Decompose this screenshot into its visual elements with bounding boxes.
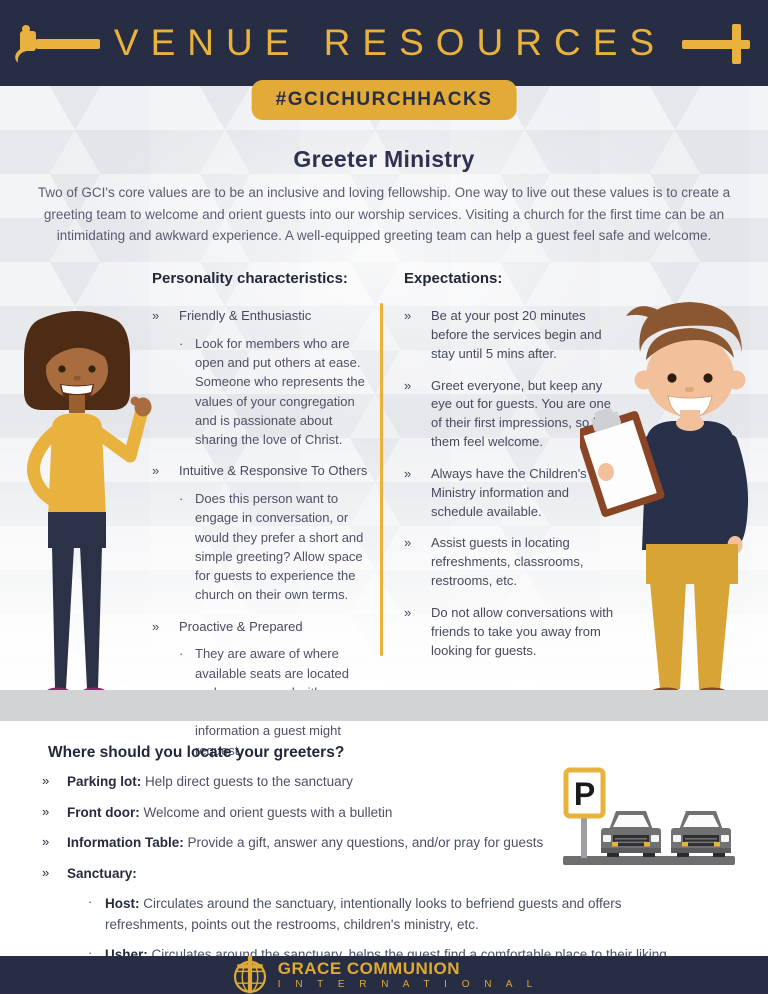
page-title: VENUE RESOURCES: [113, 22, 667, 63]
list-item: » Sanctuary:: [42, 864, 722, 884]
chevron-bullet: »: [152, 308, 160, 323]
list-item: » Assist guests in locating refreshments…: [404, 534, 618, 591]
list-item: » Intuitive & Responsive To Others: [152, 462, 372, 481]
list-item: » Proactive & Prepared: [152, 618, 372, 637]
personality-column: Personality characteristics: » Friendly …: [152, 270, 372, 773]
list-subitem: · Look for members who are open and put …: [179, 334, 372, 449]
footer-bar: GRACE COMMUNION I N T E R N A T I O N A …: [0, 955, 768, 994]
list-subitem: · Host: Circulates around the sanctuary,…: [88, 894, 722, 935]
dot-bullet: ·: [179, 491, 184, 507]
expectations-column: Expectations: » Be at your post 20 minut…: [404, 270, 618, 674]
column-divider: [380, 303, 383, 656]
footer-org-block: GRACE COMMUNION I N T E R N A T I O N A …: [278, 960, 538, 990]
globe-cross-logo-icon: [230, 955, 270, 994]
list-subitem: · Does this person want to engage in con…: [179, 489, 372, 604]
section-title: Greeter Ministry: [293, 146, 475, 172]
parking-lot-icon: P: [557, 762, 741, 870]
chevron-bullet: »: [152, 463, 160, 479]
list-item: » Parking lot: Help direct guests to the…: [42, 772, 722, 792]
hammer-icon: [12, 24, 104, 64]
chevron-bullet: »: [42, 803, 50, 819]
hashtag-badge: #GCICHURCHHACKS: [251, 80, 517, 120]
expectations-heading: Expectations:: [404, 270, 503, 287]
footer-org-name: GRACE COMMUNION: [277, 959, 460, 978]
greeter-woman-illustration: [2, 306, 160, 702]
footer-org-subname: I N T E R N A T I O N A L: [277, 979, 539, 990]
chevron-bullet: »: [42, 773, 50, 788]
list-item: » Do not allow conversations with friend…: [404, 604, 618, 661]
greeter-man-illustration: [580, 292, 768, 702]
dot-bullet: ·: [179, 335, 184, 351]
chevron-bullet: »: [42, 834, 50, 850]
chevron-bullet: »: [404, 465, 412, 481]
list-item: » Be at your post 20 minutes before the …: [404, 307, 618, 364]
list-item: » Information Table: Provide a gift, ans…: [42, 833, 722, 853]
list-item: » Always have the Children's Ministry in…: [404, 465, 618, 522]
screwdriver-icon: [680, 22, 758, 66]
chevron-bullet: »: [404, 308, 412, 323]
dot-bullet: ·: [88, 944, 93, 960]
list-item: » Greet everyone, but keep any eye out f…: [404, 377, 618, 452]
floor-strip: [0, 690, 768, 721]
list-item: » Friendly & Enthusiastic: [152, 307, 372, 326]
locations-heading: Where should you locate your greeters?: [48, 744, 345, 761]
chevron-bullet: »: [152, 618, 160, 634]
dot-bullet: ·: [179, 646, 184, 662]
parking-sign-letter: P: [574, 776, 595, 812]
chevron-bullet: »: [404, 535, 412, 551]
chevron-bullet: »: [404, 377, 412, 393]
personality-heading: Personality characteristics:: [152, 270, 348, 287]
dot-bullet: ·: [88, 894, 93, 910]
chevron-bullet: »: [404, 604, 412, 620]
list-item: » Front door: Welcome and orient guests …: [42, 803, 722, 823]
intro-paragraph: Two of GCI's core values are to be an in…: [37, 185, 731, 244]
header-banner: VENUE RESOURCES: [0, 0, 768, 86]
chevron-bullet: »: [42, 864, 50, 880]
